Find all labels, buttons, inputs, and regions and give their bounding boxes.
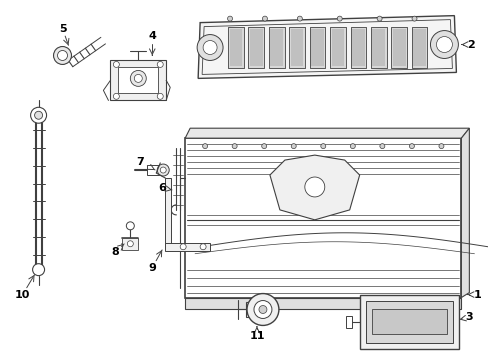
Bar bbox=[185, 138, 461, 298]
Circle shape bbox=[379, 144, 384, 149]
Circle shape bbox=[130, 71, 146, 86]
Bar bbox=[165, 243, 210, 251]
Circle shape bbox=[246, 293, 278, 325]
Text: 2: 2 bbox=[467, 40, 474, 50]
Bar bbox=[118, 67, 158, 93]
Circle shape bbox=[320, 144, 325, 149]
Circle shape bbox=[197, 35, 223, 60]
Bar bbox=[372, 28, 385, 67]
Circle shape bbox=[113, 93, 119, 99]
Text: 8: 8 bbox=[111, 247, 119, 257]
Circle shape bbox=[200, 244, 205, 250]
Circle shape bbox=[337, 16, 342, 21]
Circle shape bbox=[436, 37, 451, 53]
Bar bbox=[329, 27, 345, 68]
Circle shape bbox=[232, 144, 237, 149]
Circle shape bbox=[31, 107, 46, 123]
Bar bbox=[268, 27, 284, 68]
Circle shape bbox=[297, 16, 302, 21]
Polygon shape bbox=[185, 128, 468, 138]
Bar bbox=[309, 27, 325, 68]
Polygon shape bbox=[198, 15, 455, 78]
Text: 9: 9 bbox=[148, 263, 156, 273]
Circle shape bbox=[53, 46, 71, 64]
Bar bbox=[270, 28, 283, 67]
Circle shape bbox=[253, 301, 271, 319]
Circle shape bbox=[408, 144, 413, 149]
Polygon shape bbox=[461, 128, 468, 298]
Circle shape bbox=[157, 164, 169, 176]
Circle shape bbox=[438, 144, 443, 149]
Bar bbox=[147, 165, 159, 175]
Text: 6: 6 bbox=[158, 183, 166, 193]
Circle shape bbox=[429, 31, 457, 58]
Text: 4: 4 bbox=[148, 31, 156, 41]
Circle shape bbox=[203, 41, 217, 54]
Circle shape bbox=[291, 144, 296, 149]
Circle shape bbox=[157, 62, 163, 67]
Bar bbox=[227, 27, 243, 68]
Circle shape bbox=[33, 264, 44, 276]
Bar bbox=[249, 28, 262, 67]
Circle shape bbox=[157, 93, 163, 99]
Bar bbox=[345, 316, 351, 328]
Circle shape bbox=[227, 16, 232, 21]
Bar bbox=[229, 28, 242, 67]
Bar bbox=[122, 238, 138, 250]
Circle shape bbox=[259, 306, 266, 314]
Bar bbox=[110, 60, 166, 100]
Circle shape bbox=[349, 144, 355, 149]
Bar bbox=[359, 294, 458, 349]
Bar bbox=[289, 27, 305, 68]
Circle shape bbox=[134, 75, 142, 82]
Circle shape bbox=[411, 16, 416, 21]
Bar bbox=[412, 28, 425, 67]
Bar bbox=[165, 178, 171, 248]
Circle shape bbox=[58, 50, 67, 60]
Bar bbox=[392, 28, 405, 67]
Bar bbox=[310, 28, 323, 67]
Bar bbox=[185, 298, 461, 310]
Circle shape bbox=[304, 177, 324, 197]
Text: 7: 7 bbox=[136, 157, 144, 167]
Bar bbox=[351, 28, 364, 67]
Text: 3: 3 bbox=[465, 312, 472, 323]
Bar bbox=[350, 27, 366, 68]
Bar bbox=[365, 301, 452, 343]
Circle shape bbox=[160, 167, 166, 173]
Circle shape bbox=[262, 16, 267, 21]
Circle shape bbox=[376, 16, 381, 21]
Bar bbox=[371, 310, 447, 334]
Bar bbox=[331, 28, 344, 67]
Polygon shape bbox=[269, 155, 359, 220]
Bar bbox=[411, 27, 427, 68]
Circle shape bbox=[113, 62, 119, 67]
Circle shape bbox=[202, 144, 207, 149]
Text: 5: 5 bbox=[59, 24, 66, 33]
Circle shape bbox=[126, 222, 134, 230]
Text: 1: 1 bbox=[472, 289, 480, 300]
Circle shape bbox=[127, 241, 133, 247]
Text: 10: 10 bbox=[15, 289, 30, 300]
Circle shape bbox=[261, 144, 266, 149]
Circle shape bbox=[35, 111, 42, 119]
Bar bbox=[290, 28, 303, 67]
Bar bbox=[248, 27, 264, 68]
Bar bbox=[370, 27, 386, 68]
Text: 11: 11 bbox=[249, 332, 264, 341]
Bar bbox=[390, 27, 406, 68]
Bar bbox=[245, 302, 261, 318]
Circle shape bbox=[180, 244, 186, 250]
